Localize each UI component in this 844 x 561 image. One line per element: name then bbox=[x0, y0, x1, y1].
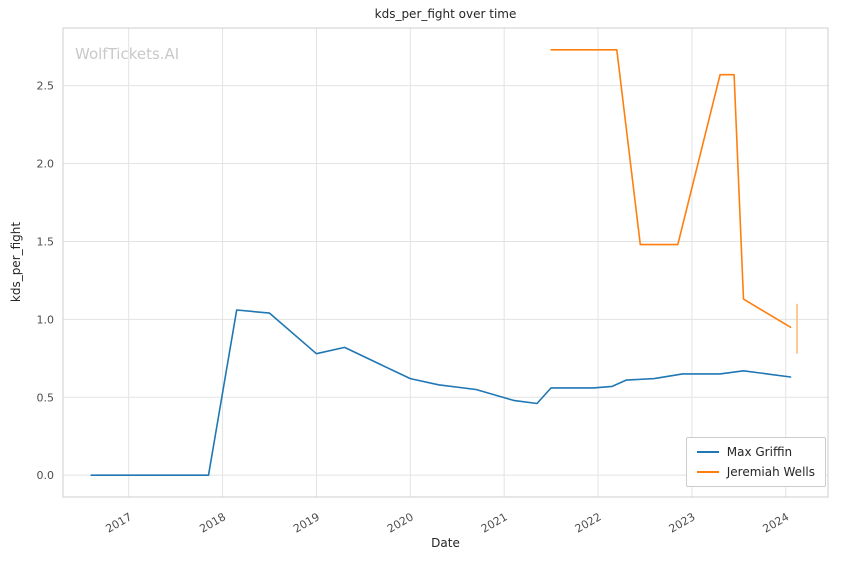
legend-label: Jeremiah Wells bbox=[726, 465, 815, 479]
x-tick-label: 2018 bbox=[197, 510, 228, 535]
legend-line-swatch bbox=[696, 451, 719, 453]
x-tick-label: 2022 bbox=[573, 510, 604, 535]
watermark: WolfTickets.AI bbox=[75, 45, 180, 63]
legend: Max Griffin Jeremiah Wells bbox=[685, 437, 826, 487]
x-tick-label: 2017 bbox=[103, 510, 134, 535]
y-tick-label: 2.0 bbox=[37, 158, 55, 171]
chart-title: kds_per_fight over time bbox=[374, 7, 517, 21]
series-line-jeremiah-wells bbox=[550, 48, 792, 329]
x-axis-label: Date bbox=[431, 536, 460, 550]
x-tick-label: 2023 bbox=[667, 510, 698, 535]
y-tick-label: 0.0 bbox=[37, 469, 55, 482]
x-tick-label: 2019 bbox=[291, 510, 322, 535]
x-tick-label: 2024 bbox=[761, 510, 792, 535]
y-axis-label: kds_per_fight bbox=[9, 221, 23, 303]
legend-item: Jeremiah Wells bbox=[696, 465, 815, 479]
plot-background bbox=[63, 28, 828, 497]
x-tick-label: 2021 bbox=[479, 510, 510, 535]
plot-border bbox=[62, 27, 829, 498]
y-tick-label: 1.5 bbox=[37, 235, 55, 248]
legend-label: Max Griffin bbox=[726, 445, 793, 459]
y-tick-label: 1.0 bbox=[37, 313, 55, 326]
x-tick-label: 2020 bbox=[385, 510, 416, 535]
y-tick-label: 2.5 bbox=[37, 80, 55, 93]
legend-line-swatch bbox=[696, 471, 719, 473]
y-tick-label: 0.5 bbox=[37, 391, 55, 404]
series-line-max-griffin bbox=[90, 309, 792, 477]
legend-item: Max Griffin bbox=[696, 445, 815, 459]
